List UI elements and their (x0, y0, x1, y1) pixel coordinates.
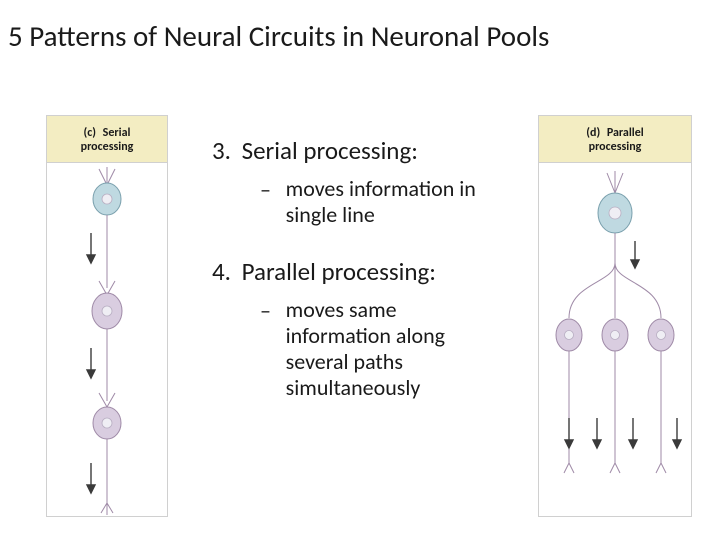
caption-line2: processing (81, 141, 134, 154)
sub-text: moves information in single line (286, 176, 506, 228)
slide: 5 Patterns of Neural Circuits in Neurona… (0, 0, 720, 540)
list-item-3: 3. Serial processing: – moves informatio… (212, 135, 530, 228)
sub-item: – moves same information along several p… (260, 297, 530, 401)
figure-serial-body (47, 163, 167, 517)
dash-icon: – (260, 176, 282, 203)
item-number: 4. (212, 256, 238, 287)
sub-item: – moves information in single line (260, 176, 530, 228)
caption-letter: (c) (84, 126, 97, 140)
serial-diagram-icon (47, 163, 167, 517)
figure-serial: (c) Serial processing (46, 115, 168, 517)
figure-parallel-body (539, 163, 691, 517)
sub-text: moves same information along several pat… (286, 297, 506, 401)
figure-serial-caption: (c) Serial processing (47, 116, 167, 163)
parallel-diagram-icon (539, 163, 691, 517)
item-text: Parallel processing: (242, 256, 436, 287)
page-title: 5 Patterns of Neural Circuits in Neurona… (8, 18, 712, 54)
list-item-4: 4. Parallel processing: – moves same inf… (212, 256, 530, 401)
dash-icon: – (260, 297, 282, 324)
figure-parallel: (d) Parallel processing (538, 115, 692, 517)
caption-line1: Serial (103, 126, 131, 140)
caption-letter: (d) (586, 126, 600, 140)
caption-line1: Parallel (607, 126, 644, 140)
figure-parallel-caption: (d) Parallel processing (539, 116, 691, 163)
caption-line2: processing (589, 141, 642, 154)
content-list: 3. Serial processing: – moves informatio… (188, 135, 530, 429)
item-text: Serial processing: (242, 135, 418, 166)
item-number: 3. (212, 135, 238, 166)
